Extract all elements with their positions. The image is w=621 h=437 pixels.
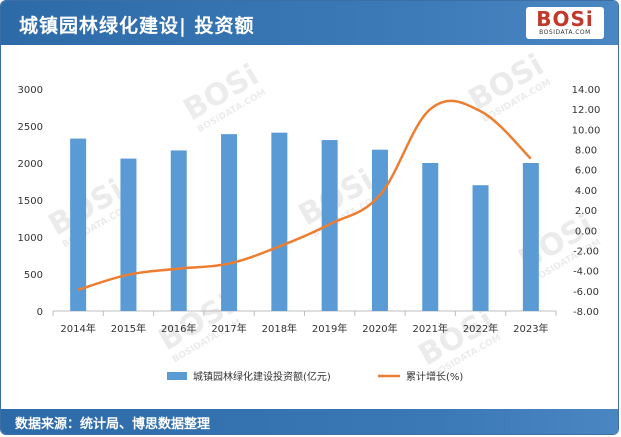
y-right-tick-label: 6.00 xyxy=(575,166,597,177)
y-right-tick-label: -8.00 xyxy=(573,307,599,318)
y-right-tick-label: 12.00 xyxy=(572,105,601,116)
y-left-tick-label: 3000 xyxy=(18,85,43,96)
x-tick-label: 2015年 xyxy=(111,322,146,335)
bar-2016年 xyxy=(170,150,187,311)
footer-bar: 数据来源：统计局、博思数据整理 xyxy=(1,409,618,434)
bar-2023年 xyxy=(522,163,539,311)
y-left-tick-label: 1000 xyxy=(18,233,43,244)
bar-2018年 xyxy=(271,132,288,311)
y-right-tick-label: -4.00 xyxy=(573,267,599,278)
y-right-tick-label: 14.00 xyxy=(572,85,601,96)
y-left-tick-label: 2500 xyxy=(18,122,43,133)
axes: 0 500 1000 1500 2000 2500 3000 -8.00 -6.00 -4.00 -… xyxy=(18,85,601,335)
x-tick-label: 2021年 xyxy=(413,322,448,335)
growth-line xyxy=(77,99,532,292)
bar-2014年 xyxy=(70,138,87,311)
x-tick-label: 2016年 xyxy=(161,322,196,335)
y-left-tick-label: 2000 xyxy=(18,159,43,170)
bar-2015年 xyxy=(120,158,137,311)
x-tick-label: 2019年 xyxy=(312,322,347,335)
bar-series xyxy=(70,132,539,311)
title-bar: 城镇园林绿化建设| 投资额 BOSi BOSIDATA.COM xyxy=(1,1,618,45)
y-left-tick-label: 0 xyxy=(37,307,43,318)
y-right-tick-label: 2.00 xyxy=(575,206,597,217)
x-tick-label: 2023年 xyxy=(513,322,548,335)
legend-line-label: 累计增长(%) xyxy=(406,370,463,383)
x-tick-label: 2022年 xyxy=(463,322,498,335)
legend-bar-label: 城镇园林绿化建设投资额(亿元) xyxy=(193,370,331,383)
x-tick-label: 2014年 xyxy=(60,322,95,335)
bosi-logo: BOSi BOSIDATA.COM xyxy=(526,7,604,39)
line-series xyxy=(77,99,532,292)
x-tick-label: 2018年 xyxy=(262,322,297,335)
logo-main-text: BOSi xyxy=(536,7,594,31)
y-right-tick-label: 0.00 xyxy=(575,226,597,237)
data-source: 数据来源：统计局、博思数据整理 xyxy=(15,417,211,432)
y-right-tick-label: -6.00 xyxy=(573,287,599,298)
y-left-tick-label: 500 xyxy=(24,270,43,281)
bar-2017年 xyxy=(221,134,238,311)
y-right-tick-label: 8.00 xyxy=(575,146,597,157)
logo-sub-text: BOSIDATA.COM xyxy=(539,29,591,36)
x-tick-label: 2020年 xyxy=(362,322,397,335)
y-right-tick-label: -2.00 xyxy=(573,246,599,257)
y-right-tick-label: 4.00 xyxy=(575,186,597,197)
bar-2020年 xyxy=(371,149,388,311)
y-left-tick-label: 1500 xyxy=(18,196,43,207)
chart-title: 城镇园林绿化建设| 投资额 xyxy=(19,15,255,37)
legend: 城镇园林绿化建设投资额(亿元) 累计增长(%) xyxy=(167,370,463,383)
y-right-tick-label: 10.00 xyxy=(572,125,601,136)
bar-2022年 xyxy=(472,185,489,311)
x-tick-label: 2017年 xyxy=(211,322,246,335)
bar-2021年 xyxy=(422,163,439,311)
legend-bar-swatch xyxy=(167,372,187,380)
